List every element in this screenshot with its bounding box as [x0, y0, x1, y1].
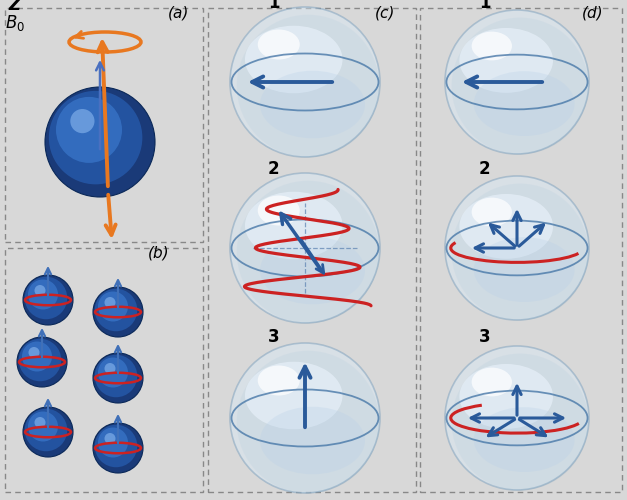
Ellipse shape: [260, 237, 365, 304]
Ellipse shape: [45, 87, 155, 197]
Ellipse shape: [34, 417, 46, 428]
Ellipse shape: [23, 407, 73, 457]
Bar: [5, 8, 203, 242]
Ellipse shape: [237, 14, 379, 157]
Ellipse shape: [445, 10, 589, 154]
Text: 1: 1: [268, 0, 280, 12]
Ellipse shape: [95, 289, 137, 331]
Ellipse shape: [34, 285, 46, 296]
Ellipse shape: [19, 339, 61, 381]
Bar: [420, 8, 622, 492]
Ellipse shape: [105, 433, 115, 444]
Ellipse shape: [24, 409, 67, 451]
Ellipse shape: [445, 176, 589, 320]
Ellipse shape: [245, 362, 342, 429]
Ellipse shape: [451, 18, 588, 154]
Ellipse shape: [445, 346, 589, 490]
Ellipse shape: [451, 354, 588, 490]
Ellipse shape: [93, 423, 143, 473]
Ellipse shape: [460, 28, 553, 93]
Ellipse shape: [23, 275, 73, 325]
Ellipse shape: [230, 343, 380, 493]
Ellipse shape: [472, 198, 512, 226]
Ellipse shape: [98, 428, 128, 458]
Text: (a): (a): [168, 5, 189, 20]
Ellipse shape: [56, 97, 122, 163]
Ellipse shape: [98, 358, 128, 388]
Ellipse shape: [230, 173, 380, 323]
Ellipse shape: [460, 194, 553, 259]
Ellipse shape: [260, 70, 365, 138]
Ellipse shape: [472, 32, 512, 60]
Ellipse shape: [230, 7, 380, 157]
Ellipse shape: [17, 337, 67, 387]
Ellipse shape: [93, 287, 143, 337]
Ellipse shape: [28, 280, 58, 310]
Ellipse shape: [22, 342, 52, 372]
Ellipse shape: [260, 407, 365, 474]
Ellipse shape: [95, 425, 137, 467]
Ellipse shape: [258, 30, 300, 60]
Text: 1: 1: [479, 0, 490, 12]
Ellipse shape: [70, 109, 95, 133]
Text: $B_0$: $B_0$: [5, 13, 25, 33]
Ellipse shape: [258, 366, 300, 396]
Text: 2: 2: [268, 160, 280, 178]
Ellipse shape: [98, 292, 128, 322]
Ellipse shape: [460, 364, 553, 429]
Text: (c): (c): [375, 5, 396, 20]
Ellipse shape: [237, 180, 379, 324]
Ellipse shape: [49, 91, 142, 184]
Text: Z: Z: [8, 0, 20, 14]
Ellipse shape: [245, 192, 342, 259]
Ellipse shape: [24, 277, 67, 320]
Ellipse shape: [237, 351, 379, 493]
Ellipse shape: [28, 347, 40, 358]
Ellipse shape: [95, 355, 137, 397]
Text: (b): (b): [148, 245, 170, 260]
Text: 3: 3: [268, 328, 280, 346]
Bar: [5, 248, 203, 492]
Ellipse shape: [474, 407, 574, 472]
Ellipse shape: [28, 412, 58, 442]
Ellipse shape: [105, 363, 115, 374]
Ellipse shape: [451, 184, 588, 320]
Bar: [208, 8, 416, 492]
Ellipse shape: [258, 196, 300, 226]
Ellipse shape: [105, 297, 115, 308]
Text: 2: 2: [479, 160, 490, 178]
Text: 3: 3: [479, 328, 490, 346]
Text: (d): (d): [582, 5, 604, 20]
Ellipse shape: [474, 237, 574, 302]
Ellipse shape: [93, 353, 143, 403]
Ellipse shape: [472, 368, 512, 396]
Ellipse shape: [245, 26, 342, 93]
Ellipse shape: [474, 71, 574, 136]
